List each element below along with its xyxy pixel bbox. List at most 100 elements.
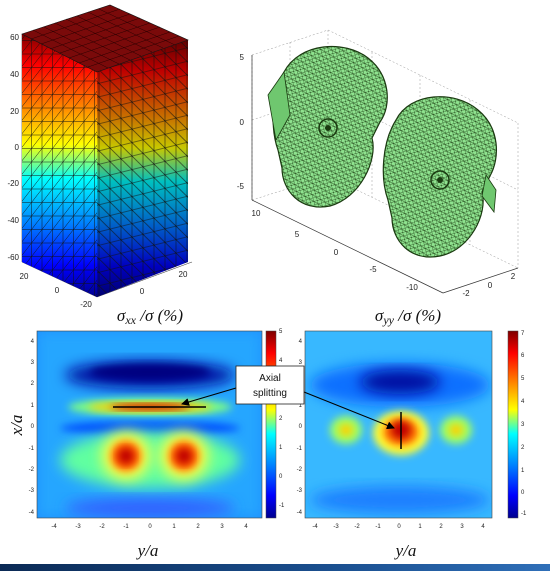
- map-left-cbar-tick: 4: [279, 358, 283, 364]
- map-left-y-tick: -1: [29, 446, 35, 452]
- map-right-x-ticks: -4 -3 -2 -1 0 1 2 3 4: [312, 524, 485, 530]
- block-z-tick: 0: [15, 143, 20, 152]
- disks-y-tick: 5: [295, 230, 300, 239]
- disks-x-tick: 2: [511, 272, 516, 281]
- block-x-tick: 0: [55, 286, 60, 295]
- map-right-cbar-tick: 0: [521, 490, 525, 496]
- map-left-cbar-tick: 5: [279, 329, 283, 335]
- axial-splitting-callout: Axial splitting: [113, 365, 402, 449]
- block-z-ticks: 60 40 20 0 -20 -40 -60: [7, 33, 19, 262]
- block-z-tick: 20: [10, 107, 19, 116]
- block-x-tick: -20: [80, 300, 92, 309]
- map-left-cbar-tick: 2: [279, 416, 283, 422]
- block-base-ticks: 20 0 -20 0 20: [20, 270, 188, 309]
- map-right-cbar-tick: 3: [521, 422, 525, 428]
- map-left-x-tick: 3: [220, 524, 224, 530]
- map-left-x-tick: 0: [148, 524, 152, 530]
- disks-z-tick: 5: [240, 53, 245, 62]
- map-right-x-tick: 4: [481, 524, 485, 530]
- map-right-x-tick: 3: [460, 524, 464, 530]
- map-right-cbar-ticks: 7 6 5 4 3 2 1 0 -1: [521, 331, 527, 517]
- map-left-y-tick: 4: [31, 339, 35, 345]
- map-right-y-tick: 1: [299, 403, 303, 409]
- map-left-cbar-tick: -1: [279, 503, 285, 509]
- block-side-mesh: [97, 40, 188, 297]
- callout-line-2: splitting: [253, 388, 287, 399]
- map-right-y-tick: 3: [299, 360, 303, 366]
- disks-x-tick: -2: [462, 289, 470, 298]
- map-left-y-tick: 2: [31, 381, 35, 387]
- map-right-x-tick: -2: [354, 524, 360, 530]
- map-left-x-tick: 1: [172, 524, 176, 530]
- map-left-colorbar: [265, 330, 277, 519]
- map-left-x-tick: -4: [51, 524, 57, 530]
- map-left-x-tick: 2: [196, 524, 200, 530]
- disks-y-tick: 0: [334, 248, 339, 257]
- map-right-x-tick: 1: [418, 524, 422, 530]
- map-right-y-tick: -3: [297, 488, 303, 494]
- map-right-frame: [304, 330, 493, 519]
- disks-z-tick: 0: [240, 118, 245, 127]
- bottom-bar: [0, 564, 550, 571]
- map-left-x-tick: -1: [123, 524, 129, 530]
- map-right-title: σyy /σ (%): [375, 306, 441, 327]
- block-z-tick: -60: [7, 253, 19, 262]
- disks-3d-plot: 5 0 -5 10 5 0 -5 -10 -2 0 2: [237, 29, 519, 298]
- block-y-tick: 0: [140, 287, 145, 296]
- disks-z-tick: -5: [237, 182, 245, 191]
- map-left-y-ticks: 4 3 2 1 0 -1 -2 -3 -4: [29, 339, 35, 516]
- map-left-y-tick: -2: [29, 467, 35, 473]
- disk-2: [382, 96, 497, 258]
- map-left-y-tick: 3: [31, 360, 35, 366]
- map-right-cbar-tick: 5: [521, 376, 525, 382]
- map-left-y-tick: -3: [29, 488, 35, 494]
- map-right-x-tick: -4: [312, 524, 318, 530]
- map-left-xlabel: y/a: [136, 541, 159, 560]
- map-left-x-tick: -3: [75, 524, 81, 530]
- map-left-x-ticks: -4 -3 -2 -1 0 1 2 3 4: [51, 524, 248, 530]
- map-right-y-tick: -2: [297, 467, 303, 473]
- map-left-y-tick: 0: [31, 424, 35, 430]
- map-left-y-tick: 1: [31, 403, 35, 409]
- map-right-cbar-tick: 2: [521, 445, 525, 451]
- disks-x-tick: 0: [488, 281, 493, 290]
- block-z-tick: -40: [7, 216, 19, 225]
- map-left-frame: [36, 330, 263, 519]
- block-z-tick: 60: [10, 33, 19, 42]
- map-right-cbar-tick: 1: [521, 468, 525, 474]
- map-right-y-tick: -4: [297, 510, 303, 516]
- map-right-x-tick: -1: [375, 524, 381, 530]
- map-right-cbar-tick: 4: [521, 399, 525, 405]
- block-z-tick: 40: [10, 70, 19, 79]
- map-right-y-tick: 0: [299, 424, 303, 430]
- map-right-x-tick: -3: [333, 524, 339, 530]
- map-left-cbar-tick: 1: [279, 445, 283, 451]
- map-left-x-tick: -2: [99, 524, 105, 530]
- map-right-y-tick: 4: [299, 339, 303, 345]
- block-x-tick: 20: [20, 272, 29, 281]
- map-left-y-tick: -4: [29, 510, 35, 516]
- map-left-x-tick: 4: [244, 524, 248, 530]
- callout-line-1: Axial: [259, 373, 281, 384]
- disks-y-tick: -10: [406, 283, 418, 292]
- disk-1: [267, 46, 388, 208]
- map-left-title: σxx /σ (%): [117, 306, 183, 327]
- block-front-mesh: [22, 34, 97, 297]
- map-right-y-ticks: 4 3 2 1 0 -1 -2 -3 -4: [297, 339, 303, 516]
- block-top-grid: [30, 8, 180, 69]
- map-left: σxx /σ (%) 4 3 2 1 0 -1: [7, 306, 285, 560]
- map-right-xlabel: y/a: [394, 541, 417, 560]
- disks-y-tick: 10: [252, 209, 261, 218]
- map-right-colorbar: [507, 330, 519, 519]
- disks-axes: [251, 55, 519, 294]
- map-right-field: [305, 331, 492, 518]
- map-right-cbar-tick: -1: [521, 511, 527, 517]
- map-right: σyy /σ (%) 4 3 2 1 0 -1 -2 -3 -4: [297, 306, 527, 560]
- callout-box: [235, 365, 305, 405]
- callout-arrow-right: [303, 391, 395, 430]
- map-left-ylabel: x/a: [7, 415, 26, 437]
- map-right-cbar-tick: 7: [521, 331, 525, 337]
- map-right-y-tick: -1: [297, 446, 303, 452]
- block-z-tick: -20: [7, 179, 19, 188]
